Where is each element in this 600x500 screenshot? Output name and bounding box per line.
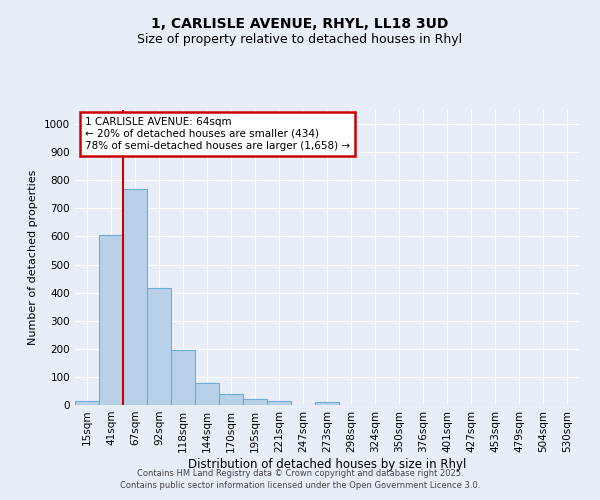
X-axis label: Distribution of detached houses by size in Rhyl: Distribution of detached houses by size … [188, 458, 466, 470]
Bar [147, 288, 171, 405]
Bar [267, 402, 291, 405]
Text: Contains public sector information licensed under the Open Government Licence 3.: Contains public sector information licen… [120, 481, 480, 490]
Bar [243, 400, 267, 405]
Bar [315, 402, 339, 405]
Text: 1 CARLISLE AVENUE: 64sqm
← 20% of detached houses are smaller (434)
78% of semi-: 1 CARLISLE AVENUE: 64sqm ← 20% of detach… [85, 118, 350, 150]
Bar [75, 401, 99, 405]
Bar [219, 394, 243, 405]
Y-axis label: Number of detached properties: Number of detached properties [28, 170, 38, 345]
Bar [171, 350, 195, 405]
Bar [99, 235, 123, 405]
Bar [123, 188, 147, 405]
Text: Size of property relative to detached houses in Rhyl: Size of property relative to detached ho… [137, 32, 463, 46]
Bar [195, 383, 219, 405]
Text: Contains HM Land Registry data © Crown copyright and database right 2025.: Contains HM Land Registry data © Crown c… [137, 468, 463, 477]
Text: 1, CARLISLE AVENUE, RHYL, LL18 3UD: 1, CARLISLE AVENUE, RHYL, LL18 3UD [151, 18, 449, 32]
